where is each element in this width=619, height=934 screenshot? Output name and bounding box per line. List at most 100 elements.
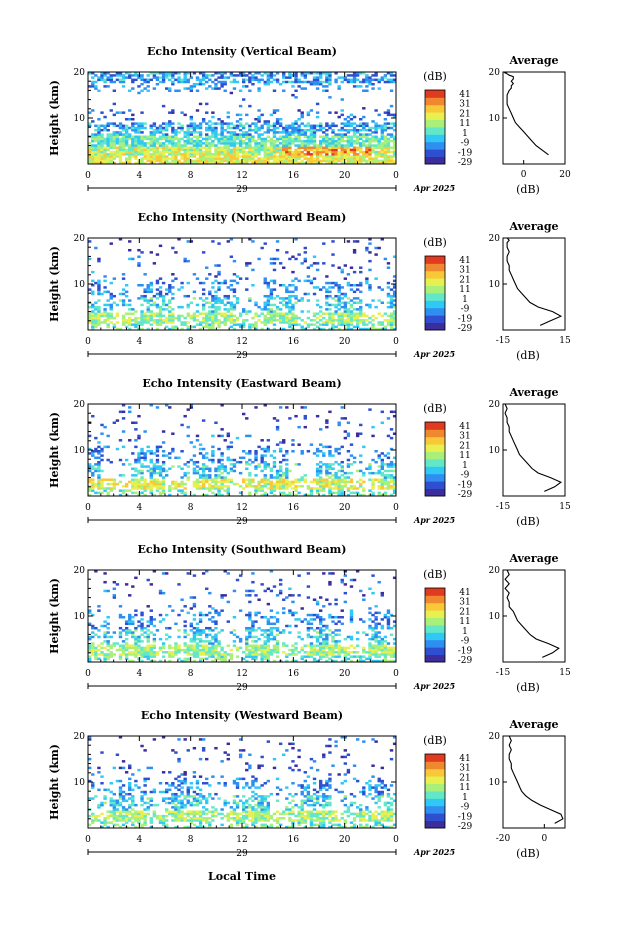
heatmap-cell [381, 487, 384, 489]
heatmap-cell [285, 481, 288, 483]
heatmap-cell [319, 125, 322, 127]
heatmap-cell [341, 461, 344, 463]
heatmap-cell [205, 153, 208, 155]
heatmap-cell [177, 636, 180, 638]
heatmap-cell [316, 81, 319, 83]
heatmap-cell [174, 151, 177, 153]
heatmap-cell [113, 74, 116, 76]
heatmap-cell [319, 160, 322, 162]
heatmap-cell [307, 485, 310, 487]
heatmap-cell [125, 127, 128, 129]
colorbar-tick-label: -9 [461, 305, 470, 315]
heatmap-cell [273, 151, 276, 153]
heatmap-cell [113, 302, 116, 304]
heatmap-cell [353, 319, 356, 321]
heatmap-cell [168, 157, 171, 159]
heatmap-cell [322, 323, 325, 325]
heatmap-cell [147, 651, 150, 653]
heatmap-cell [337, 144, 340, 146]
heatmap-cell [319, 428, 322, 430]
heatmap-cell [217, 149, 220, 151]
heatmap-cell [199, 131, 202, 133]
heatmap-cell [267, 310, 270, 312]
heatmap-cell [150, 142, 153, 144]
heatmap-cell [356, 155, 359, 157]
heatmap-cell [140, 463, 143, 465]
heatmap-cell [319, 651, 322, 653]
heatmap-cell [190, 406, 193, 408]
heatmap-cell [137, 153, 140, 155]
heatmap-cell [137, 437, 140, 439]
heatmap-cell [174, 90, 177, 92]
heatmap-cell [150, 310, 153, 312]
heatmap-cell [168, 151, 171, 153]
heatmap-cell [131, 122, 134, 124]
heatmap-cell [264, 302, 267, 304]
heatmap-cell [162, 308, 165, 310]
heatmap-cell [193, 140, 196, 142]
heatmap-cell [304, 133, 307, 135]
heatmap-cell [378, 312, 381, 314]
heatmap-cell [381, 288, 384, 290]
heatmap-cell [331, 636, 334, 638]
heatmap-cell [325, 426, 328, 428]
heatmap-cell [233, 160, 236, 162]
heatmap-cell [378, 140, 381, 142]
heatmap-cell [227, 295, 230, 297]
heatmap-cell [319, 83, 322, 85]
heatmap-cell [245, 483, 248, 485]
heatmap-cell [337, 129, 340, 131]
heatmap-cell [267, 439, 270, 441]
heatmap-cell [322, 131, 325, 133]
heatmap-cell [242, 478, 245, 480]
heatmap-cell [248, 483, 251, 485]
heatmap-cell [153, 483, 156, 485]
heatmap-cell [381, 131, 384, 133]
heatmap-cell [220, 125, 223, 127]
heatmap-cell [122, 299, 125, 301]
heatmap-cell [140, 323, 143, 325]
heatmap-cell [319, 465, 322, 467]
heatmap-cell [273, 280, 276, 282]
heatmap-cell [91, 644, 94, 646]
heatmap-cell [288, 153, 291, 155]
heatmap-cell [242, 146, 245, 148]
heatmap-cell [162, 76, 165, 78]
heatmap-cell [214, 315, 217, 317]
heatmap-cell [245, 136, 248, 138]
heatmap-cell [97, 452, 100, 454]
heatmap-cell [97, 133, 100, 135]
heatmap-cell [113, 122, 116, 124]
heatmap-cell [316, 640, 319, 642]
heatmap-cell [94, 463, 97, 465]
heatmap-cell [371, 649, 374, 651]
heatmap-cell [171, 297, 174, 299]
heatmap-cell [177, 465, 180, 467]
heatmap-cell [220, 131, 223, 133]
heatmap-cell [199, 631, 202, 633]
heatmap-cell [356, 85, 359, 87]
heatmap-cell [208, 306, 211, 308]
heatmap-cell [227, 76, 230, 78]
heatmap-cell [328, 312, 331, 314]
heatmap-cell [313, 81, 316, 83]
heatmap-cell [125, 631, 128, 633]
heatmap-cell [328, 138, 331, 140]
heatmap-cell [140, 146, 143, 148]
heatmap-cell [371, 140, 374, 142]
heatmap-cell [205, 478, 208, 480]
heatmap-cell [199, 653, 202, 655]
heatmap-cell [211, 160, 214, 162]
heatmap-cell [113, 323, 116, 325]
heatmap-cell [131, 468, 134, 470]
heatmap-cell [294, 653, 297, 655]
heatmap-cell [224, 122, 227, 124]
heatmap-cell [322, 312, 325, 314]
heatmap-cell [153, 481, 156, 483]
heatmap-cell [371, 138, 374, 140]
heatmap-cell [245, 485, 248, 487]
heatmap-cell [328, 81, 331, 83]
heatmap-cell [233, 131, 236, 133]
heatmap-cell [177, 649, 180, 651]
heatmap-cell [304, 142, 307, 144]
